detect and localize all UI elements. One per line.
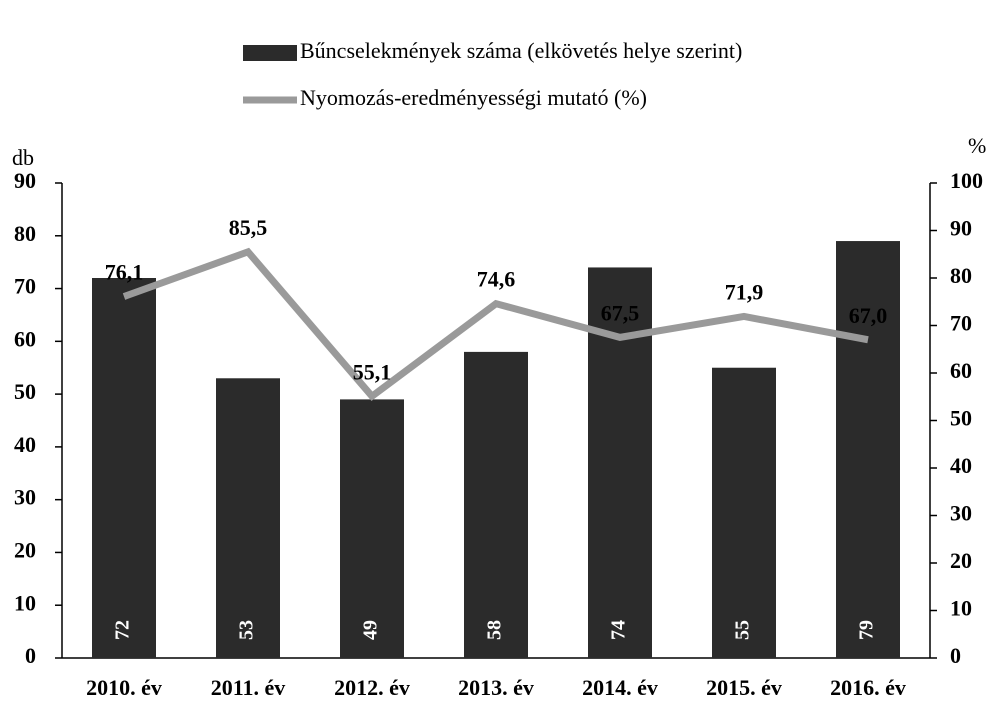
x-tick-label: 2013. év [458, 675, 534, 700]
y2-tick-label: 10 [950, 596, 972, 621]
y-tick-label: 30 [14, 485, 36, 510]
line-value-label: 67,0 [849, 303, 888, 328]
y-tick-label: 10 [14, 590, 36, 615]
legend-label: Nyomozás-eredményességi mutató (%) [300, 85, 647, 110]
y-tick-label: 90 [14, 168, 36, 193]
y2-tick-label: 30 [950, 501, 972, 526]
x-tick-label: 2014. év [582, 675, 658, 700]
bar-value-label: 55 [732, 620, 754, 640]
legend-label: Bűncselekmények száma (elkövetés helye s… [300, 38, 742, 63]
bar-value-label: 53 [236, 620, 258, 640]
y-axis-label: db [12, 145, 34, 170]
line-value-label: 85,5 [229, 215, 268, 240]
x-tick-label: 2016. év [830, 675, 906, 700]
x-tick-label: 2015. év [706, 675, 782, 700]
line-value-label: 71,9 [725, 280, 764, 305]
y2-tick-label: 70 [950, 311, 972, 336]
y-tick-label: 50 [14, 379, 36, 404]
y2-tick-label: 80 [950, 263, 972, 288]
y-tick-label: 60 [14, 326, 36, 351]
x-tick-label: 2010. év [86, 675, 162, 700]
bar [712, 367, 776, 658]
bar [340, 399, 404, 658]
y2-tick-label: 60 [950, 358, 972, 383]
line-value-label: 74,6 [477, 267, 516, 292]
y-tick-label: 0 [25, 643, 36, 668]
line-value-label: 67,5 [601, 300, 640, 325]
bar [216, 378, 280, 658]
y-tick-label: 40 [14, 432, 36, 457]
x-tick-label: 2011. év [211, 675, 286, 700]
bar [464, 351, 528, 658]
bar-value-label: 58 [484, 620, 506, 640]
y2-tick-label: 0 [950, 643, 961, 668]
y-tick-label: 80 [14, 221, 36, 246]
bar-value-label: 79 [856, 620, 878, 640]
y-tick-label: 70 [14, 274, 36, 299]
line [122, 247, 869, 402]
bar [588, 267, 652, 658]
y2-tick-label: 100 [950, 168, 983, 193]
y2-axis-label: % [968, 133, 986, 158]
y-tick-label: 20 [14, 537, 36, 562]
line-value-label: 55,1 [353, 359, 392, 384]
y2-tick-label: 90 [950, 216, 972, 241]
bar-value-label: 72 [112, 620, 134, 640]
legend-swatch [243, 45, 297, 61]
line-value-label: 76,1 [105, 260, 144, 285]
bar [92, 278, 156, 658]
x-tick-label: 2012. év [334, 675, 410, 700]
bar-value-label: 74 [608, 620, 630, 640]
y2-tick-label: 40 [950, 453, 972, 478]
y2-tick-label: 20 [950, 548, 972, 573]
bar [836, 241, 900, 659]
bar-value-label: 49 [360, 620, 382, 640]
y2-tick-label: 50 [950, 406, 972, 431]
